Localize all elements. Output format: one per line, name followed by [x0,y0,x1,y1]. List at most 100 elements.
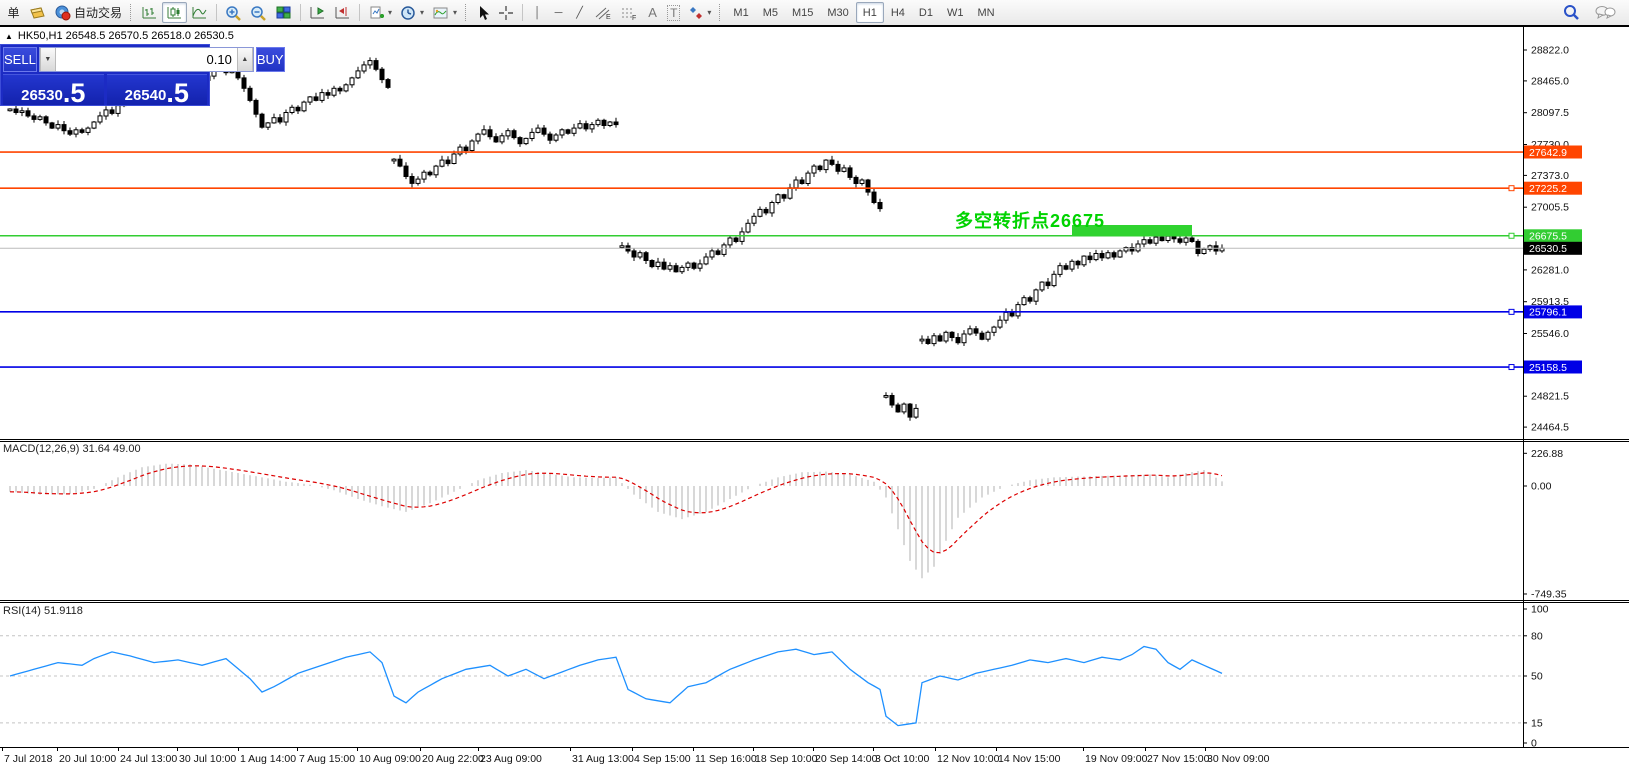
cursor-button[interactable] [472,2,494,23]
horizontal-line-button[interactable]: ─ [548,2,569,23]
cursor-icon [480,5,490,20]
zoom-in-button[interactable] [221,2,246,23]
equidistant-channel-button[interactable]: E [590,2,616,23]
search-icon [1564,5,1579,20]
crosshair-icon [499,5,514,20]
svg-text:27005.5: 27005.5 [1531,202,1569,214]
equidistant-channel-icon: E [595,7,611,21]
volume-increase-button[interactable]: ▲ [236,48,253,71]
svg-text:0: 0 [1531,738,1537,750]
fibonacci-button[interactable]: F [616,2,642,23]
timeframe-h1-button[interactable]: H1 [855,2,884,23]
svg-text:80: 80 [1531,630,1543,642]
sell-price-int: 26530 [21,87,63,104]
toolbar: 单 自动交易 ▾ ▾ [0,0,1629,25]
timeframe-m1-button[interactable]: M1 [726,2,755,23]
macd-indicator-label: MACD(12,26,9) 31.64 49.00 [3,443,141,455]
svg-text:25546.0: 25546.0 [1531,328,1569,340]
chart-window: 28822.0 28465.0 28097.5 27730.0 27373.0 27005… [0,25,1629,774]
symbol-info: ▲ HK50,H1 26548.5 26570.5 26518.0 26530.… [5,30,234,42]
toolbar-separator [522,4,524,21]
auto-scroll-button[interactable] [330,2,355,23]
chart-shift-button[interactable] [305,2,330,23]
volume-decrease-button[interactable]: ▼ [39,48,56,71]
sell-price[interactable]: 26530.5 [3,74,104,109]
timeframe-m30-button[interactable]: M30 [820,2,855,23]
svg-text:27 Nov 15:00: 27 Nov 15:00 [1147,753,1210,765]
symbol-ohlc-text: HK50,H1 26548.5 26570.5 26518.0 26530.5 [17,30,234,42]
periods-button[interactable]: ▾ [396,2,428,23]
svg-text:27642.9: 27642.9 [1529,147,1567,159]
tile-windows-button[interactable] [271,2,296,23]
vertical-line-icon: │ [534,6,541,19]
new-chart-icon [370,6,385,18]
sell-button[interactable]: SELL [3,47,37,72]
line-chart-button[interactable] [187,2,212,23]
autotrading-button[interactable]: 自动交易 [50,2,126,23]
chat-button[interactable] [1590,2,1620,23]
collapse-arrow-icon[interactable]: ▲ [5,31,13,41]
text-button[interactable]: A [642,2,663,23]
templates-button[interactable]: ▾ [428,2,461,23]
line-chart-icon [192,6,207,18]
chart-canvas[interactable]: 28822.028465.028097.527730.027373.027005… [0,27,1629,774]
fibonacci-icon: F [622,8,636,21]
text-label-button[interactable]: T [663,2,684,23]
crosshair-button[interactable] [494,2,518,23]
svg-text:26281.0: 26281.0 [1531,264,1569,276]
new-chart-button[interactable]: ▾ [364,2,396,23]
sell-price-frac: .5 [62,78,86,109]
timeframe-label: M1 [733,6,749,19]
buy-price[interactable]: 26540.5 [106,74,207,109]
svg-text:25913.5: 25913.5 [1531,296,1569,308]
buy-price-int: 26540 [124,87,167,104]
timeframe-d1-button[interactable]: D1 [912,2,940,23]
svg-text:E: E [606,14,611,21]
text-icon: A [648,5,657,20]
sell-label: SELL [4,52,36,67]
svg-text:28465.0: 28465.0 [1531,75,1569,87]
svg-text:-749.35: -749.35 [1531,588,1567,600]
svg-text:10 Aug 09:00: 10 Aug 09:00 [359,753,421,765]
arrows-icon [690,6,703,19]
timeframe-label: M15 [791,6,814,19]
toolbar-separator [216,4,218,21]
tile-windows-icon [276,6,291,18]
svg-text:28822.0: 28822.0 [1531,45,1569,57]
toolbar-separator [719,4,722,21]
dropdown-caret-icon: ▾ [453,8,458,17]
timeframe-mn-button[interactable]: MN [970,2,1001,23]
timeframe-label: M5 [762,6,778,19]
chart-shift-icon [310,6,325,18]
timeframe-m15-button[interactable]: M15 [785,2,820,23]
zoom-out-button[interactable] [246,2,271,23]
timeframe-w1-button[interactable]: W1 [940,2,971,23]
pivot-annotation: 多空转折点26675 [955,211,1106,231]
vertical-line-button[interactable]: │ [527,2,548,23]
search-button[interactable] [1558,2,1584,23]
autotrading-icon [54,5,72,21]
arrows-button[interactable]: ▾ [684,2,715,23]
zoom-out-icon [251,5,266,21]
svg-text:30 Nov 09:00: 30 Nov 09:00 [1207,753,1270,765]
timeframe-h4-button[interactable]: H4 [884,2,912,23]
buy-button[interactable]: BUY [255,47,285,72]
timeframe-m5-button[interactable]: M5 [756,2,785,23]
svg-text:15: 15 [1531,717,1543,729]
order-ticket-button[interactable] [24,2,50,23]
svg-text:24821.5: 24821.5 [1531,391,1569,403]
candlestick-chart-button[interactable] [162,2,188,23]
svg-text:F: F [632,15,636,21]
buy-price-frac: .5 [166,78,189,109]
chat-icon [1595,6,1616,20]
svg-text:0.00: 0.00 [1531,481,1552,493]
timeframe-label: H1 [862,6,877,19]
svg-text:14 Nov 15:00: 14 Nov 15:00 [998,753,1061,765]
new-order-button[interactable]: 单 [3,2,24,23]
trendline-button[interactable]: ╱ [569,2,590,23]
volume-input[interactable] [55,48,237,71]
svg-text:27225.2: 27225.2 [1529,183,1567,195]
auto-scroll-icon [335,6,350,18]
bar-chart-button[interactable] [137,2,162,23]
bar-chart-icon [142,6,157,18]
